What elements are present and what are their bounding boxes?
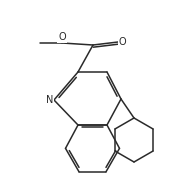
Text: N: N [46, 95, 53, 105]
Text: O: O [119, 37, 127, 47]
Text: O: O [58, 32, 66, 42]
